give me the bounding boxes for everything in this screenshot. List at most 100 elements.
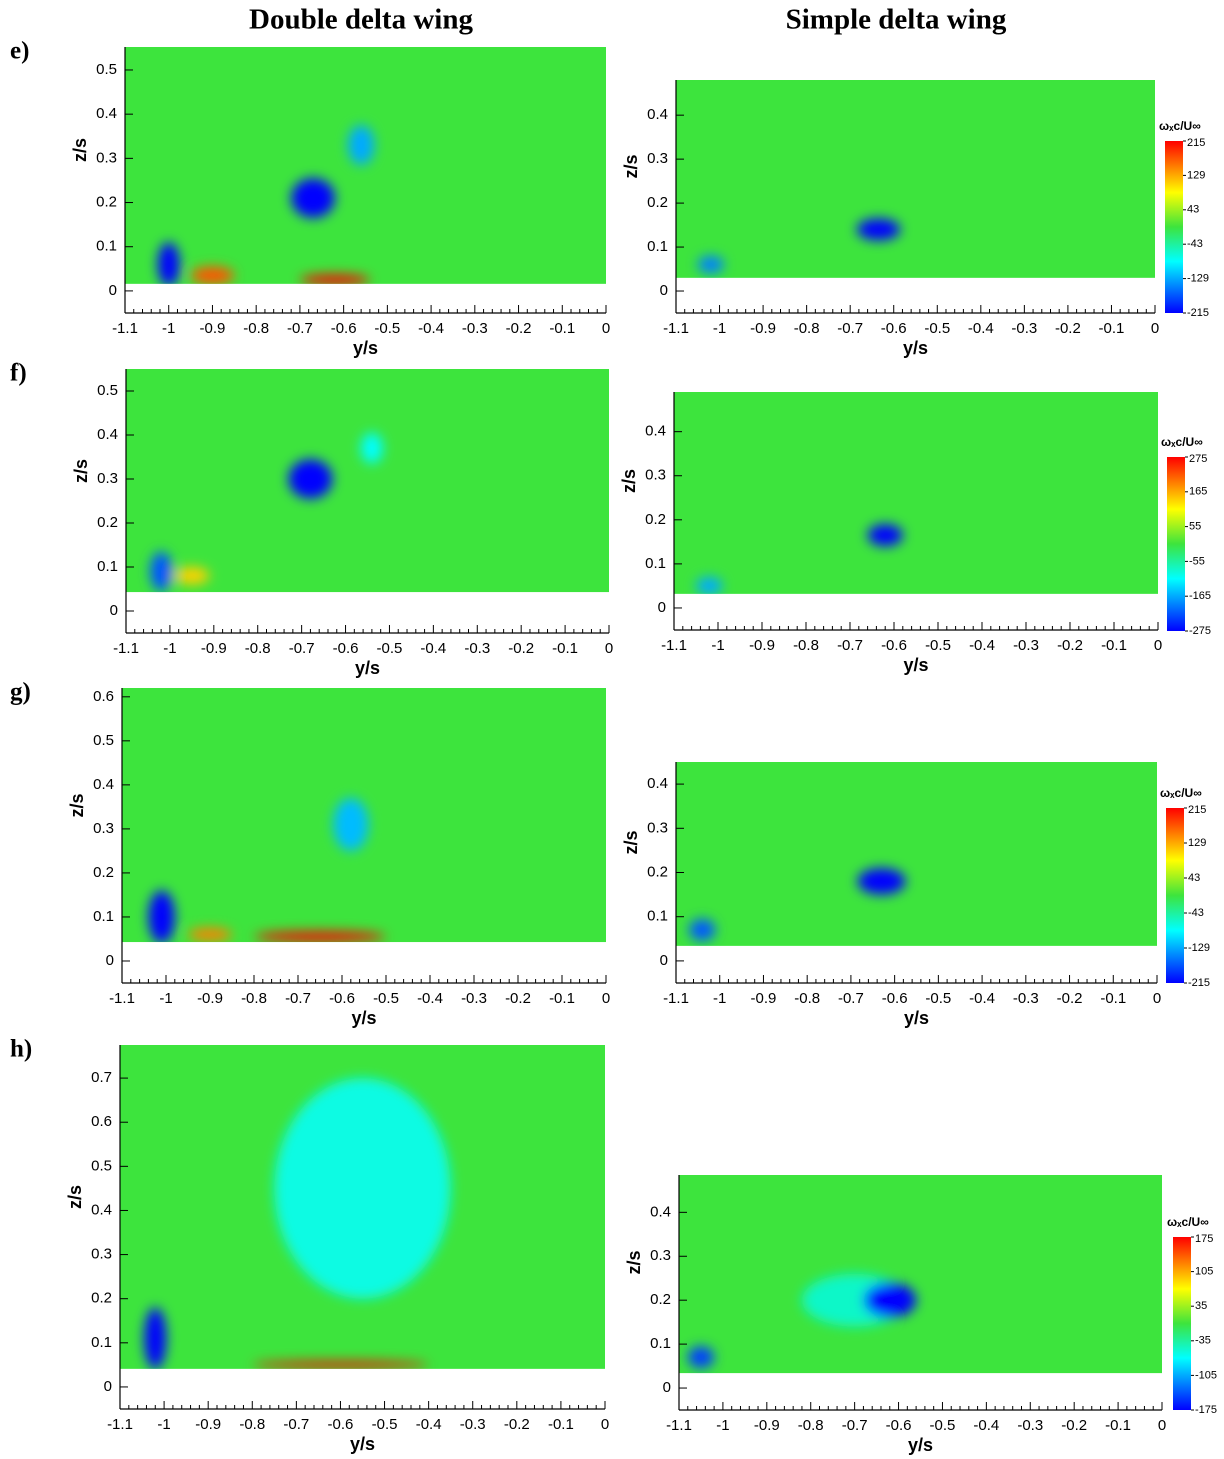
vortex-core: [696, 577, 723, 594]
y-tick-label: 0: [663, 1379, 671, 1396]
colorbar: [1166, 808, 1184, 983]
vortex-core: [174, 567, 210, 585]
x-tick-label: -0.3: [462, 320, 488, 337]
vortex-core: [291, 178, 335, 218]
x-tick-label: -0.6: [333, 640, 359, 657]
x-tick-label: -0.2: [1055, 320, 1081, 337]
x-tick-label: -0.8: [798, 1417, 824, 1434]
colorbar-tick-label: -129: [1188, 942, 1210, 954]
x-tick-label: -0.6: [881, 320, 907, 337]
x-tick-label: -0.4: [417, 990, 443, 1007]
colorbar-tick-label: -165: [1189, 590, 1211, 602]
y-axis-label: z/s: [67, 793, 87, 817]
x-tick-label: -0.9: [750, 320, 776, 337]
y-tick-label: 0.1: [96, 238, 117, 255]
y-tick-label: 0.2: [96, 194, 117, 211]
colorbar-tick-label: 43: [1187, 204, 1199, 216]
colorbar-tick-label: -129: [1187, 273, 1209, 285]
y-tick-label: 0.5: [97, 382, 118, 399]
colorbar-tick-label: 129: [1187, 169, 1205, 181]
flow-field: [676, 80, 1155, 278]
y-tick-label: 0.4: [647, 775, 668, 792]
y-tick-label: 0.4: [96, 105, 117, 122]
x-axis-label: y/s: [904, 1008, 929, 1028]
y-tick-label: 0.2: [97, 514, 118, 531]
colorbar: [1165, 141, 1183, 313]
field-cores: [144, 1078, 451, 1369]
field-cores: [157, 125, 375, 284]
x-tick-label: -0.3: [1013, 990, 1039, 1007]
colorbar-tick-label: 215: [1187, 137, 1205, 149]
panel: -1.1 -1 -0.9 -0.8 -0.7 -0.6 -0.5 -0.4 -0.3 -0.2 -0…: [10, 1036, 609, 1454]
vortex-core: [867, 524, 903, 547]
x-tick-label: -0.6: [886, 1417, 912, 1434]
y-tick-label: 0.1: [647, 238, 668, 255]
y-tick-label: 0.2: [645, 511, 666, 528]
x-axis-label: y/s: [353, 338, 378, 358]
panel-label: e): [10, 38, 29, 65]
field-cores: [696, 524, 903, 594]
vortex-core: [274, 1078, 451, 1299]
x-tick-label: -0.9: [195, 1416, 221, 1433]
x-tick-label: -0.1: [1101, 637, 1127, 654]
x-tick-label: 0: [1153, 990, 1161, 1007]
x-tick-label: -1: [713, 990, 726, 1007]
x-tick-label: 0: [1151, 320, 1159, 337]
colorbar-title: ωₓc/U∞: [1167, 1215, 1209, 1229]
y-tick-label: 0.1: [650, 1335, 671, 1352]
x-tick-label: -0.3: [1013, 637, 1039, 654]
x-tick-label: 0: [1154, 637, 1162, 654]
panel: -1.1 -1 -0.9 -0.8 -0.7 -0.6 -0.5 -0.4 -0.3 -0.2 -0…: [621, 762, 1210, 1028]
x-tick-label: -0.1: [548, 1416, 574, 1433]
colorbar-title: ωₓc/U∞: [1161, 435, 1203, 449]
x-tick-label: -0.1: [552, 640, 578, 657]
panel-label: h): [10, 1036, 32, 1063]
x-tick-label: -1.1: [663, 320, 689, 337]
vortex-core: [687, 1346, 715, 1369]
vortex-core: [863, 1282, 917, 1318]
colorbar: [1173, 1237, 1191, 1410]
x-axis-label: y/s: [908, 1435, 933, 1455]
x-tick-label: -0.2: [1057, 637, 1083, 654]
y-tick-label: 0.3: [647, 819, 668, 836]
flow-field: [126, 369, 609, 593]
y-tick-label: 0: [109, 282, 117, 299]
x-tick-label: -0.2: [1061, 1417, 1087, 1434]
panel: -1.1 -1 -0.9 -0.8 -0.7 -0.6 -0.5 -0.4 -0.3 -0.2 -0…: [10, 360, 613, 678]
x-tick-label: -1: [162, 320, 175, 337]
x-tick-label: -0.8: [241, 990, 267, 1007]
y-tick-label: 0: [660, 282, 668, 299]
x-tick-label: -0.5: [374, 320, 400, 337]
x-tick-label: -0.9: [754, 1417, 780, 1434]
vortex-core: [150, 551, 173, 592]
colorbar-tick-label: -175: [1195, 1404, 1217, 1416]
x-tick-label: -0.7: [837, 320, 863, 337]
colorbar-tick-label: -55: [1189, 555, 1205, 567]
x-axis-label: y/s: [350, 1434, 375, 1454]
vortex-core: [697, 255, 724, 274]
x-tick-label: 0: [602, 990, 610, 1007]
x-tick-label: -0.7: [287, 320, 313, 337]
x-tick-label: -1.1: [661, 637, 687, 654]
x-tick-label: -0.9: [749, 637, 775, 654]
vortex-core: [188, 927, 232, 942]
x-tick-label: -0.4: [416, 1416, 442, 1433]
x-tick-label: -0.8: [793, 637, 819, 654]
x-tick-label: -0.8: [245, 640, 271, 657]
x-tick-label: -0.4: [418, 320, 444, 337]
x-tick-label: -0.3: [1011, 320, 1037, 337]
y-tick-label: 0.2: [647, 863, 668, 880]
vortex-core: [148, 890, 175, 943]
column-title: Double delta wing: [249, 4, 473, 36]
x-tick-label: -1.1: [666, 1417, 692, 1434]
panel: -1.1 -1 -0.9 -0.8 -0.7 -0.6 -0.5 -0.4 -0.3 -0.2 -0…: [10, 38, 610, 358]
x-tick-label: -0.3: [460, 1416, 486, 1433]
panel: -1.1 -1 -0.9 -0.8 -0.7 -0.6 -0.5 -0.4 -0.3 -0.2 -0…: [10, 679, 610, 1028]
colorbar-title: ωₓc/U∞: [1160, 786, 1202, 800]
x-tick-label: -0.9: [751, 990, 777, 1007]
vortex-core: [360, 432, 383, 464]
y-axis-label: z/s: [621, 830, 641, 854]
x-tick-label: -0.4: [968, 320, 994, 337]
flow-field: [679, 1175, 1162, 1374]
